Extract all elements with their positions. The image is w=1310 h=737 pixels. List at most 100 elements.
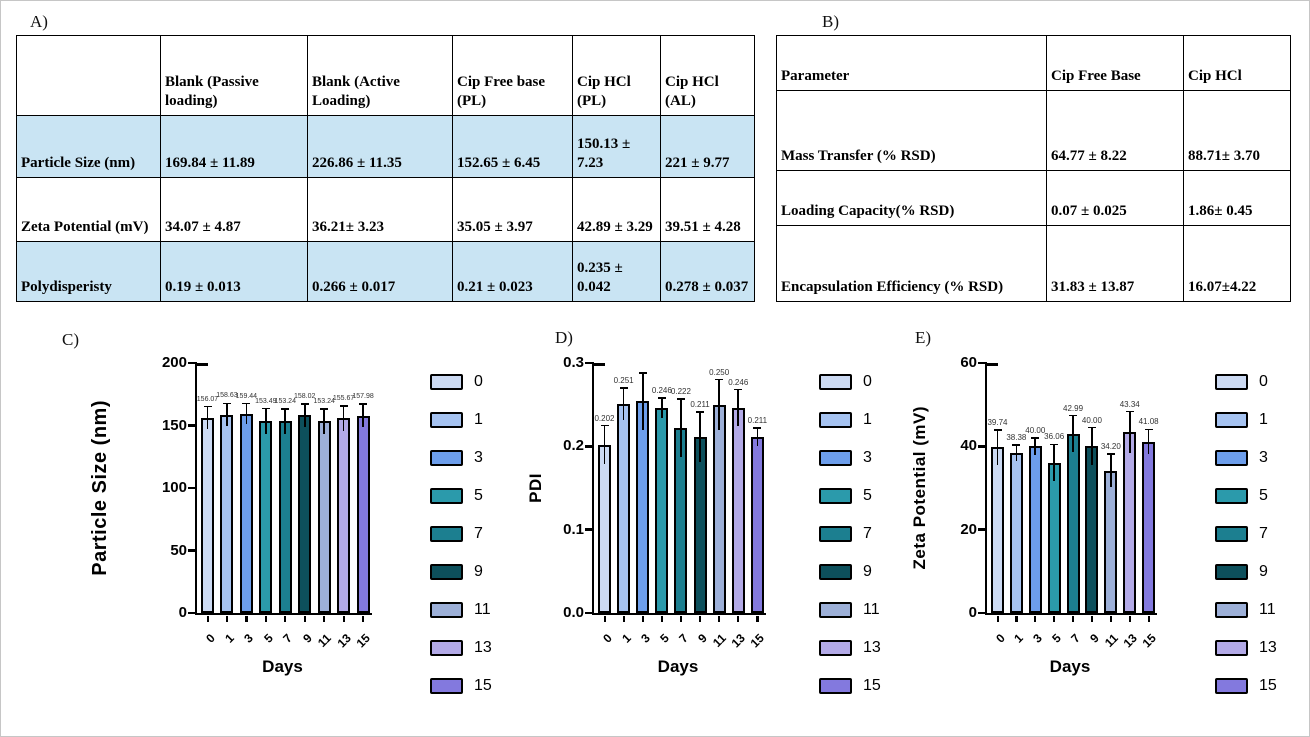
error-bar xyxy=(206,406,209,430)
table-cell: 88.71± 3.70 xyxy=(1183,90,1291,171)
legend-label: 7 xyxy=(1259,525,1268,542)
error-bar-cap xyxy=(676,398,685,400)
legend-item-5: 5 xyxy=(1215,487,1277,505)
table-cell: 31.83 ± 13.87 xyxy=(1046,225,1184,302)
legend-label: 11 xyxy=(863,601,880,618)
table-cell: 0.235 ± 0.042 xyxy=(572,241,661,302)
error-bar xyxy=(1110,453,1112,488)
legend-item-11: 11 xyxy=(1215,601,1277,619)
legend-swatch xyxy=(430,488,463,504)
characterization-table: Blank (Passive loading) Blank (Active Loa… xyxy=(16,35,755,302)
header-row: Blank (Passive loading) Blank (Active Loa… xyxy=(16,35,755,116)
table-row: Mass Transfer (% RSD) 64.77 ± 8.22 88.71± … xyxy=(776,90,1291,171)
x-tick-mark xyxy=(1015,615,1018,622)
y-tick-label: 0.0 xyxy=(563,604,584,621)
legend-item-5: 5 xyxy=(430,487,492,505)
bar-day-5 xyxy=(1047,462,1061,613)
legend-label: 11 xyxy=(474,601,491,618)
table-row: Polydisperisty 0.19 ± 0.013 0.266 ± 0.017 0… xyxy=(16,241,755,302)
legend-swatch xyxy=(819,374,852,390)
legend-swatch xyxy=(430,640,463,656)
table-cell: 0.19 ± 0.013 xyxy=(160,241,308,302)
table-row: Loading Capacity(% RSD) 0.07 ± 0.025 1.86±… xyxy=(776,170,1291,226)
x-tick-mark xyxy=(303,615,306,622)
legend-swatch xyxy=(819,640,852,656)
legend-label: 9 xyxy=(863,563,872,580)
legend-swatch xyxy=(430,374,463,390)
y-tick-mark xyxy=(188,611,197,615)
bar-value-label: 0.202 xyxy=(594,413,615,423)
y-tick-label: 50 xyxy=(170,541,187,559)
column-header: Cip Free Base xyxy=(1046,35,1184,91)
legend-label: 15 xyxy=(1259,677,1277,694)
table-head: Parameter Cip Free Base Cip HCl xyxy=(776,35,1291,91)
legend-swatch xyxy=(819,678,852,694)
x-tick-mark xyxy=(996,615,999,622)
legend-item-13: 13 xyxy=(430,639,492,657)
legend: 0 1 3 5 7 9 11 13 15 xyxy=(1215,373,1277,695)
bar-day-1 xyxy=(1009,453,1023,613)
error-bar xyxy=(680,398,682,458)
legend-swatch xyxy=(430,602,463,618)
error-bar-cap xyxy=(600,424,609,427)
error-bar-cap xyxy=(320,408,329,410)
table-cell: 0.266 ± 0.017 xyxy=(307,241,453,302)
bar-value-label: 36.06 xyxy=(1044,432,1065,442)
bar-day-5 xyxy=(259,421,273,613)
x-tick-mark xyxy=(756,615,759,622)
panel-a-label: A) xyxy=(30,12,48,31)
error-bar xyxy=(1091,427,1093,466)
y-tick-label: 0.2 xyxy=(563,437,584,455)
error-bar xyxy=(1034,438,1037,455)
pdi-chart: D) PDI 0.0 0.1 0.2 0.3 0.202 0.251 0.246 0.222 0.2… xyxy=(525,325,1005,730)
legend-item-3: 3 xyxy=(430,449,492,467)
legend-label: 13 xyxy=(474,639,492,656)
error-bar-cap xyxy=(1069,414,1078,417)
bar-value-label: 159.44 xyxy=(235,392,258,400)
table-cell: 150.13 ± 7.23 xyxy=(572,115,661,178)
bar-value-label: 158.02 xyxy=(294,393,316,401)
legend-label: 5 xyxy=(1259,487,1268,504)
bar-day-7 xyxy=(278,421,292,613)
x-tick-mark xyxy=(622,615,625,622)
bar-value-label: 43.34 xyxy=(1119,399,1140,409)
x-tick-mark xyxy=(641,615,644,622)
axis-corner xyxy=(594,363,605,366)
error-bar-cap xyxy=(359,403,368,406)
y-axis-title: Zeta Potential (mV) xyxy=(900,363,940,613)
legend-swatch xyxy=(819,602,852,618)
y-tick-label: 0 xyxy=(178,604,187,621)
legend-label: 0 xyxy=(1259,373,1268,390)
x-axis-labels: 0 1 3 5 7 9 11 13 15 xyxy=(195,623,373,655)
panel-label: C) xyxy=(62,330,79,349)
error-bar-cap xyxy=(1144,428,1153,431)
legend-swatch xyxy=(1215,640,1248,656)
error-bar xyxy=(1128,411,1131,454)
bar-day-11 xyxy=(1104,470,1118,613)
bar-value-label: 0.211 xyxy=(747,416,768,425)
legend-label: 1 xyxy=(863,411,872,428)
bar-day-15 xyxy=(1142,441,1156,613)
error-bar xyxy=(1015,444,1018,462)
legend-item-15: 15 xyxy=(1215,677,1277,695)
plot-area: 0.0 0.1 0.2 0.3 0.202 0.251 0.246 0.222 0.211 0.2… xyxy=(563,355,768,622)
legend-label: 1 xyxy=(474,411,483,428)
table-cell: 221 ± 9.77 xyxy=(660,115,755,178)
bar-value-label: 0.211 xyxy=(690,400,710,410)
bar-value-label: 0.222 xyxy=(670,386,691,396)
panel-label: E) xyxy=(915,328,932,347)
bar-value-label: 153.24 xyxy=(274,397,296,405)
x-tick-mark xyxy=(1147,615,1150,622)
bar-value-label: 0.246 xyxy=(651,386,672,395)
error-bar xyxy=(1147,429,1150,455)
legend-swatch xyxy=(1215,488,1248,504)
legend-label: 5 xyxy=(474,487,483,504)
y-tick-mark xyxy=(188,549,197,552)
y-tick-label: 60 xyxy=(960,354,977,371)
x-axis-title: Days xyxy=(262,657,303,676)
bar-value-label: 0.251 xyxy=(613,376,634,385)
y-tick-label: 200 xyxy=(161,354,187,371)
error-bar-cap xyxy=(1087,426,1096,429)
x-tick-mark xyxy=(284,615,287,622)
legend-swatch xyxy=(1215,412,1248,428)
